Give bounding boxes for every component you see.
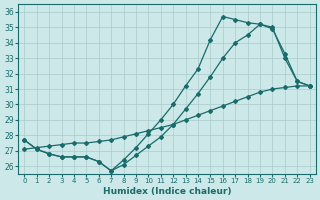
X-axis label: Humidex (Indice chaleur): Humidex (Indice chaleur)	[103, 187, 231, 196]
